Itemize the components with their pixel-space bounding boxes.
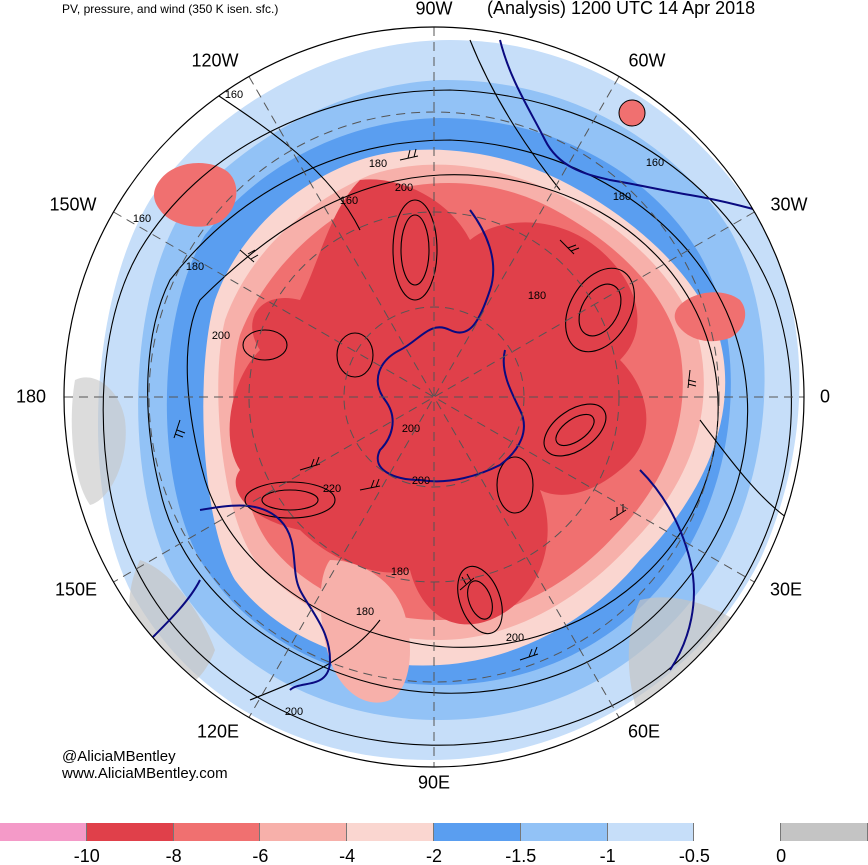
contour-label: 180 — [369, 158, 387, 170]
colorbar-tick-label: -8 — [165, 846, 182, 865]
pv-colorbar — [0, 823, 868, 841]
latitude-circle — [343, 306, 525, 488]
lon-label-150e: 150E — [54, 579, 98, 600]
colorbar-segment — [86, 823, 174, 841]
product-title: PV, pressure, and wind (350 K isen. sfc.… — [62, 2, 279, 16]
colorbar-tick-label: -4 — [339, 846, 356, 865]
coastlines — [149, 39, 791, 691]
colorbar-segment — [347, 823, 434, 841]
lon-label-120e: 120E — [196, 721, 240, 742]
contour-label: 200 — [402, 423, 420, 435]
contour-value-labels: 160 180 200 160 160 180 180 160 180 200 … — [133, 89, 664, 718]
map-border — [63, 26, 805, 768]
wind-barbs — [173, 148, 697, 661]
contour-label: 200 — [395, 182, 413, 194]
pv-dark-red-core — [229, 179, 647, 625]
contour-label: 160 — [225, 89, 243, 101]
lon-label-60e: 60E — [627, 721, 661, 742]
colorbar-tick-label: -0.5 — [678, 846, 710, 865]
lon-label-30e: 30E — [769, 579, 803, 600]
contour-label: 180 — [186, 261, 204, 273]
lon-label-30w: 30W — [770, 194, 808, 215]
colorbar-segment — [260, 823, 348, 841]
terrain-shading-southeast — [628, 597, 760, 731]
meridian-120w-60e — [248, 76, 620, 718]
contour-label: 180 — [391, 566, 409, 578]
colorbar-segment — [520, 823, 608, 841]
lon-label-120w: 120W — [191, 50, 239, 71]
latitude-circle — [148, 111, 720, 683]
colorbar-tick-label: -1.5 — [505, 846, 537, 865]
credit-twitter: @AliciaMBentley — [62, 748, 176, 765]
contour-label: 180 — [613, 191, 631, 203]
contour-label: 180 — [356, 606, 374, 618]
map-disk: 160 180 200 160 160 180 180 160 180 200 … — [64, 27, 804, 767]
lon-label-0: 0 — [819, 386, 831, 407]
colorbar-tick-label: -1 — [599, 846, 616, 865]
contour-label: 180 — [528, 290, 546, 302]
pv-northwest-patch — [154, 162, 237, 227]
colorbar-segment — [694, 823, 782, 841]
colorbar-segment — [173, 823, 261, 841]
contour-label: 200 — [506, 632, 524, 644]
colorbar-segment — [781, 823, 868, 841]
contour-label: 220 — [323, 483, 341, 495]
graticule — [64, 27, 804, 767]
contour-label: 160 — [340, 195, 358, 207]
analysis-time-title: (Analysis) 1200 UTC 14 Apr 2018 — [487, 0, 756, 18]
colorbar-tick-label: 0 — [776, 846, 787, 865]
lon-label-60w: 60W — [628, 50, 666, 71]
meridian-60w-120e — [248, 76, 620, 718]
contour-label: 200 — [412, 475, 430, 487]
lon-label-90w: 90W — [415, 0, 453, 19]
colorbar-segment — [0, 823, 87, 841]
contour-label: 160 — [133, 213, 151, 225]
contour-label: 160 — [646, 157, 664, 169]
lon-label-180: 180 — [15, 386, 47, 407]
contour-label: 200 — [285, 706, 303, 718]
pv-small-vortex — [618, 99, 646, 127]
contour-label: 200 — [212, 330, 230, 342]
lon-label-150w: 150W — [49, 194, 97, 215]
meridian-30w-150e — [113, 211, 755, 583]
terrain-shading-west — [71, 377, 126, 505]
colorbar-tick-label: -2 — [425, 846, 443, 865]
lon-label-90e: 90E — [417, 772, 451, 793]
colorbar-tick-label: -10 — [73, 846, 100, 865]
colorbar-tick-label: -6 — [252, 846, 269, 865]
colorbar-segment — [607, 823, 695, 841]
colorbar-segment — [433, 823, 521, 841]
pressure-contours — [102, 39, 792, 746]
credit-website: www.AliciaMBentley.com — [62, 765, 228, 782]
meridian-150w-30e — [113, 211, 755, 583]
